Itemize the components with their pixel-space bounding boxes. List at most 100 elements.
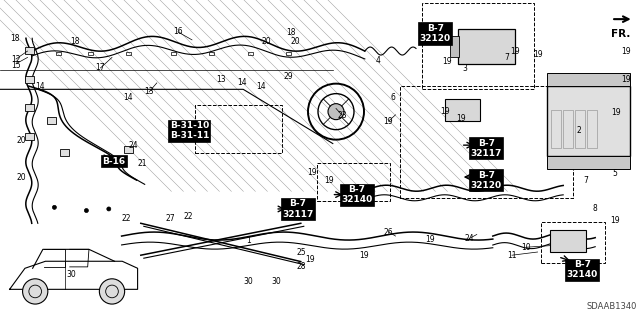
Text: B-7
32120: B-7 32120 (471, 171, 502, 190)
Text: 20: 20 (17, 173, 27, 182)
Text: 16: 16 (173, 27, 183, 36)
Text: 19: 19 (351, 184, 362, 193)
Circle shape (99, 279, 125, 304)
Text: 2: 2 (576, 126, 581, 135)
Text: 14: 14 (237, 78, 247, 87)
Text: 14: 14 (256, 82, 266, 91)
Text: 29: 29 (284, 72, 294, 81)
Text: 1: 1 (246, 236, 251, 245)
Text: 22: 22 (122, 214, 131, 223)
Bar (286, 52, 291, 55)
Text: 19: 19 (611, 108, 621, 117)
Bar (550, 230, 586, 252)
Text: 19: 19 (358, 251, 369, 260)
Text: 28: 28 (297, 262, 306, 271)
Text: 13: 13 (144, 87, 154, 96)
Circle shape (84, 209, 88, 212)
Text: 12: 12 (12, 56, 20, 64)
Text: 4: 4 (375, 56, 380, 65)
Text: 19: 19 (621, 75, 631, 84)
Text: 8: 8 (592, 204, 597, 213)
Bar (575, 110, 585, 148)
Text: 22: 22 (184, 212, 193, 221)
Bar (422, 3, 534, 89)
Text: 24: 24 (464, 234, 474, 243)
Text: 27: 27 (165, 214, 175, 223)
Text: 20: 20 (17, 136, 27, 145)
Bar (126, 52, 131, 55)
Text: SDAAB1340: SDAAB1340 (586, 302, 637, 311)
Bar (541, 222, 605, 263)
Text: 19: 19 (621, 47, 631, 56)
Bar (171, 52, 176, 55)
Text: 7: 7 (583, 176, 588, 185)
Text: 23: 23 (337, 111, 348, 120)
Bar (60, 149, 69, 156)
Text: 7: 7 (504, 53, 509, 62)
Circle shape (328, 104, 344, 120)
Text: 19: 19 (532, 50, 543, 59)
Text: 30: 30 (271, 277, 282, 286)
Text: 19: 19 (383, 117, 394, 126)
Text: B-7
32140: B-7 32140 (567, 260, 598, 279)
Text: 19: 19 (324, 176, 334, 185)
Text: 24: 24 (128, 141, 138, 150)
Bar (56, 52, 61, 55)
Bar (25, 104, 34, 111)
Circle shape (107, 207, 111, 211)
Text: 30: 30 (67, 270, 77, 279)
Bar (445, 99, 480, 121)
Text: B-7
32120: B-7 32120 (420, 24, 451, 43)
Text: 19: 19 (456, 114, 467, 122)
Text: B-16: B-16 (102, 157, 125, 166)
Polygon shape (0, 0, 333, 319)
Text: 25: 25 (296, 249, 307, 257)
Text: B-7
32117: B-7 32117 (282, 199, 314, 219)
Text: 21: 21 (138, 159, 147, 168)
Text: 9: 9 (477, 182, 483, 191)
Bar (47, 117, 56, 124)
Text: 19: 19 (610, 216, 620, 225)
Text: 30: 30 (243, 277, 253, 286)
Text: 18: 18 (11, 34, 20, 43)
Text: 14: 14 (35, 82, 45, 91)
Text: 19: 19 (510, 47, 520, 56)
Circle shape (52, 205, 56, 209)
Text: B-7
32117: B-7 32117 (470, 139, 502, 158)
Bar (449, 36, 459, 57)
Text: 20: 20 (291, 37, 301, 46)
Text: 19: 19 (425, 235, 435, 244)
Bar (248, 52, 253, 55)
Bar (124, 146, 133, 153)
Text: 15: 15 (11, 61, 21, 70)
Bar (25, 133, 34, 140)
Bar (458, 29, 515, 64)
Text: 19: 19 (307, 168, 317, 177)
Text: B-7
32140: B-7 32140 (342, 185, 372, 204)
Bar (547, 73, 630, 86)
Bar (88, 52, 93, 55)
Text: 19: 19 (440, 107, 450, 116)
Text: FR.: FR. (611, 29, 630, 39)
Text: 5: 5 (612, 169, 617, 178)
Bar (195, 105, 282, 153)
Circle shape (22, 279, 48, 304)
Bar (25, 47, 34, 54)
Text: 26: 26 (383, 228, 394, 237)
Bar (547, 156, 630, 169)
Bar (588, 110, 597, 148)
Text: 18: 18 (70, 37, 79, 46)
Text: 6: 6 (390, 93, 396, 102)
Text: 11: 11 (508, 251, 516, 260)
Bar (209, 52, 214, 55)
Text: 10: 10 (521, 243, 531, 252)
Bar (25, 76, 34, 83)
Bar (551, 110, 561, 148)
Bar (547, 86, 630, 156)
Text: B-31-10
B-31-11: B-31-10 B-31-11 (170, 121, 209, 140)
Text: 3: 3 (462, 64, 467, 73)
Text: 14: 14 (123, 93, 133, 102)
Text: 13: 13 (216, 75, 226, 84)
Text: 17: 17 (95, 63, 106, 72)
Text: 19: 19 (305, 256, 315, 264)
